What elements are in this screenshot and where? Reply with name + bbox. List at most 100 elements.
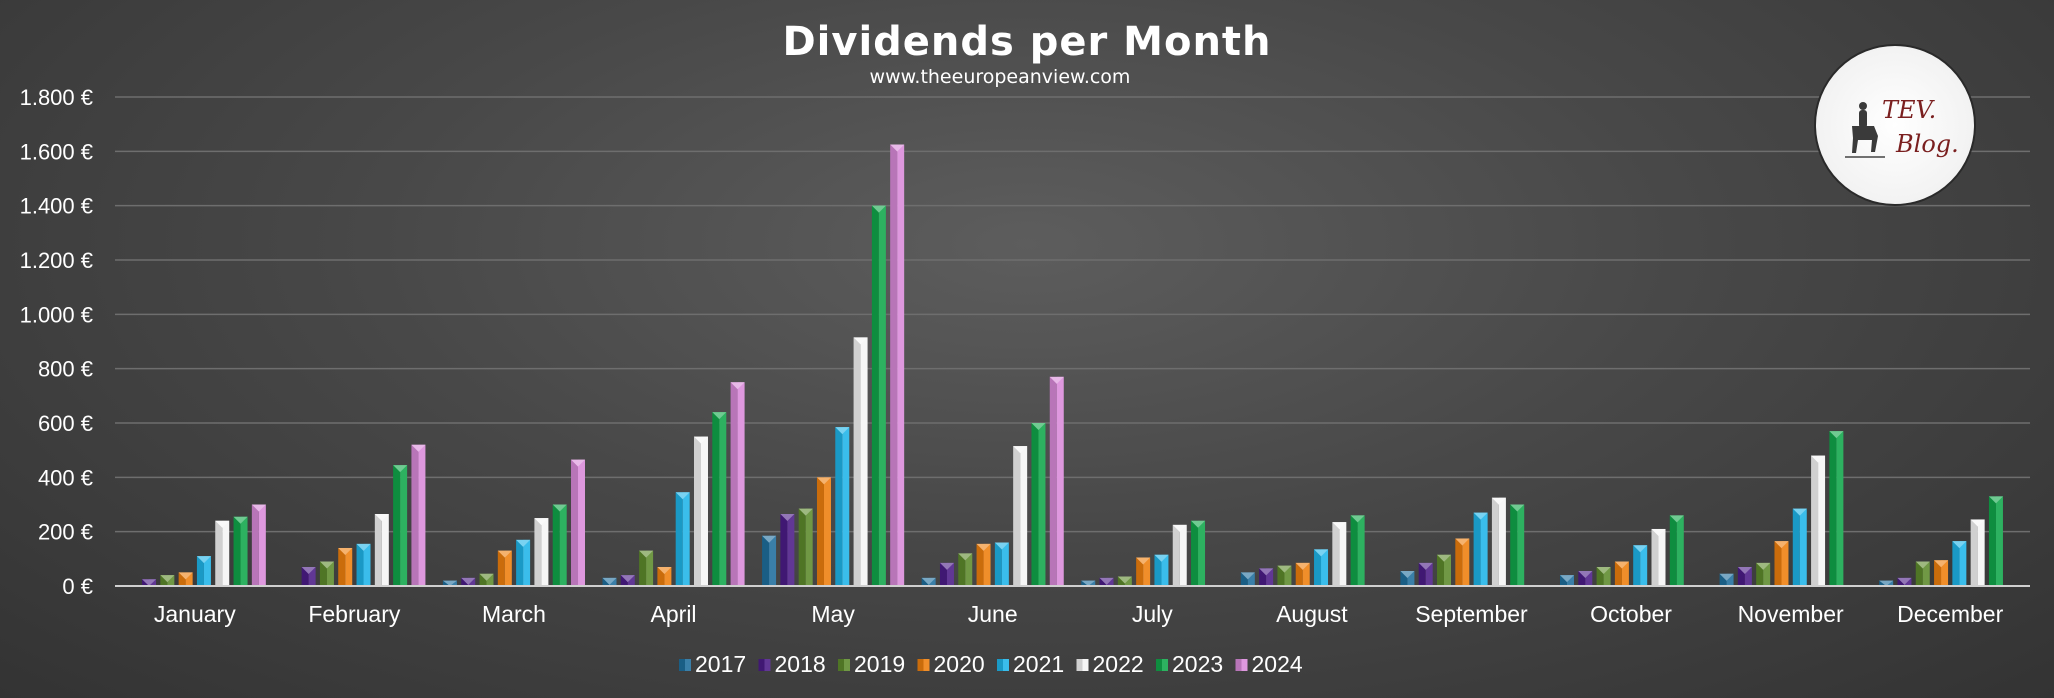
bar-2024-may bbox=[890, 144, 905, 586]
bar-2018-february bbox=[301, 566, 316, 586]
bar-2019-february bbox=[319, 561, 334, 586]
bar-2018-june bbox=[939, 562, 954, 586]
legend-item: 2020 bbox=[917, 651, 985, 677]
x-tick-label: February bbox=[308, 601, 401, 627]
bar-2020-may bbox=[816, 477, 831, 586]
legend-label: 2023 bbox=[1172, 651, 1223, 677]
bar-2018-august bbox=[1259, 568, 1274, 586]
bar-2020-december bbox=[1934, 560, 1949, 586]
bar-2022-december bbox=[1970, 519, 1985, 586]
bar-2018-july bbox=[1099, 577, 1114, 586]
bar-2024-february bbox=[411, 444, 426, 586]
bar-2017-october bbox=[1559, 575, 1574, 586]
legend-swatch bbox=[1156, 659, 1162, 671]
x-tick-label: May bbox=[811, 601, 855, 627]
bar-2018-november bbox=[1737, 566, 1752, 586]
bar-2017-november bbox=[1719, 573, 1734, 586]
logo: TEV. Blog. bbox=[1814, 44, 1976, 206]
x-tick-label: September bbox=[1415, 601, 1528, 627]
bar-2022-april bbox=[693, 436, 708, 586]
bar-2018-october bbox=[1578, 571, 1593, 586]
logo-text-line1: TEV. bbox=[1882, 96, 1936, 124]
legend-label: 2020 bbox=[934, 651, 985, 677]
x-tick-label: March bbox=[482, 601, 546, 627]
bar-2017-july bbox=[1081, 580, 1096, 586]
bar-2021-august bbox=[1314, 549, 1329, 586]
legend-item: 2023 bbox=[1156, 651, 1223, 677]
bar-2022-may bbox=[853, 337, 868, 586]
bar-2018-april bbox=[620, 575, 635, 586]
bar-2022-november bbox=[1811, 455, 1826, 586]
bar-2021-september bbox=[1473, 512, 1488, 586]
y-tick-label: 1.600 € bbox=[20, 139, 93, 164]
x-tick-label: April bbox=[651, 601, 697, 627]
y-tick-label: 800 € bbox=[38, 357, 93, 382]
chart-subtitle: www.theeuropeanview.com bbox=[870, 66, 1131, 88]
bar-2020-november bbox=[1774, 541, 1789, 586]
y-tick-label: 0 € bbox=[62, 574, 93, 599]
gridlines bbox=[115, 96, 2030, 533]
bar-2023-december bbox=[1988, 496, 2003, 586]
legend-item: 2017 bbox=[679, 651, 746, 677]
x-tick-label: October bbox=[1590, 601, 1672, 627]
bar-2023-november bbox=[1829, 431, 1844, 586]
bar-2023-march bbox=[552, 504, 567, 586]
legend-label: 2018 bbox=[775, 651, 826, 677]
y-tick-label: 400 € bbox=[38, 465, 93, 490]
bar-2019-july bbox=[1117, 576, 1132, 586]
legend-label: 2021 bbox=[1013, 651, 1064, 677]
legend-label: 2022 bbox=[1093, 651, 1144, 677]
logo-circle bbox=[1814, 44, 1976, 206]
y-tick-label: 1.000 € bbox=[20, 302, 93, 327]
bar-2019-may bbox=[798, 508, 813, 586]
bar-2021-october bbox=[1633, 545, 1648, 586]
x-tick-label: December bbox=[1897, 601, 2003, 627]
bar-2017-august bbox=[1240, 572, 1255, 586]
bar-2020-august bbox=[1295, 562, 1310, 586]
bar-2019-december bbox=[1915, 561, 1930, 586]
bar-2021-may bbox=[835, 427, 850, 586]
bar-2018-march bbox=[461, 577, 476, 586]
bar-2021-january bbox=[196, 556, 211, 586]
bar-2020-october bbox=[1614, 561, 1629, 586]
legend-label: 2017 bbox=[695, 651, 746, 677]
bar-2021-december bbox=[1952, 541, 1967, 586]
y-tick-label: 1.200 € bbox=[20, 248, 93, 273]
bar-2023-may bbox=[871, 205, 886, 586]
bar-2022-september bbox=[1491, 497, 1506, 586]
bar-2022-august bbox=[1332, 522, 1347, 586]
chart-title: Dividends per Month bbox=[782, 19, 1271, 65]
bar-2022-june bbox=[1013, 446, 1028, 586]
x-tick-label: January bbox=[154, 601, 236, 627]
logo-text-line2: Blog. bbox=[1895, 130, 1959, 158]
bar-2024-march bbox=[571, 459, 586, 586]
bar-2017-december bbox=[1879, 580, 1894, 586]
bar-2022-january bbox=[215, 520, 230, 586]
legend: 2017 2018 2019 2020 2021 2022 2023 2024 bbox=[679, 651, 1303, 677]
bar-2019-april bbox=[639, 550, 654, 586]
bar-2019-march bbox=[479, 573, 494, 586]
y-tick-label: 600 € bbox=[38, 411, 93, 436]
bar-2019-november bbox=[1756, 562, 1771, 586]
bar-2021-april bbox=[675, 492, 690, 586]
bar-2021-july bbox=[1154, 554, 1169, 586]
bar-2021-november bbox=[1792, 508, 1807, 586]
bar-2019-august bbox=[1277, 565, 1292, 586]
legend-label: 2024 bbox=[1252, 651, 1303, 677]
y-tick-label: 1.800 € bbox=[20, 85, 93, 110]
x-tick-label: July bbox=[1132, 601, 1173, 627]
y-tick-label: 200 € bbox=[38, 520, 93, 545]
horse-rider-icon bbox=[1852, 102, 1878, 153]
bar-2023-january bbox=[233, 516, 248, 586]
bar-2017-september bbox=[1400, 571, 1415, 586]
legend-label: 2019 bbox=[854, 651, 905, 677]
bars bbox=[142, 144, 2003, 586]
bar-2017-april bbox=[602, 577, 617, 586]
legend-item: 2021 bbox=[997, 651, 1064, 677]
bar-2020-january bbox=[178, 572, 193, 586]
bar-2021-february bbox=[356, 543, 371, 586]
bar-2022-february bbox=[374, 514, 389, 586]
bar-2020-march bbox=[497, 550, 512, 586]
bar-2024-january bbox=[251, 504, 266, 586]
x-tick-label: August bbox=[1276, 601, 1348, 627]
